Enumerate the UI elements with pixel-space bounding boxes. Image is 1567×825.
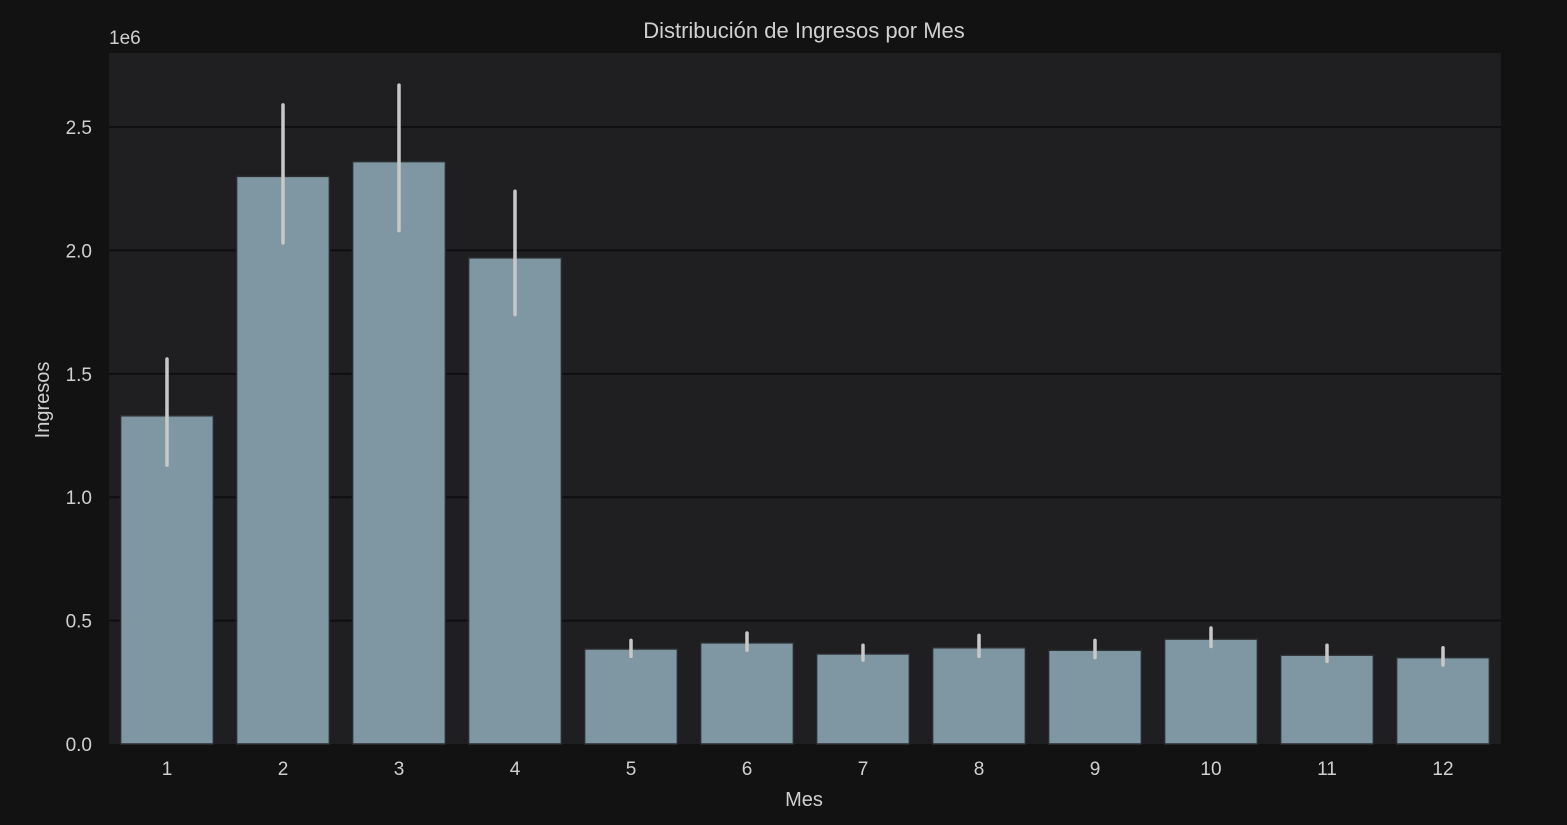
gridlines — [109, 126, 1501, 622]
bar-mes-9 — [1047, 649, 1143, 745]
x-tick-label: 9 — [1090, 759, 1101, 780]
x-tick-label: 12 — [1432, 759, 1453, 780]
bar-mes-12 — [1395, 656, 1491, 745]
y-tick-labels: 0.0 0.5 1.0 1.5 2.0 2.5 — [66, 118, 92, 756]
y-tick-label: 1.5 — [66, 365, 92, 386]
y-tick-label: 0.0 — [66, 735, 92, 756]
x-tick-label: 3 — [394, 759, 405, 780]
bar-mes-4 — [467, 257, 563, 745]
y-tick-label: 2.0 — [66, 241, 92, 262]
x-tick-label: 7 — [858, 759, 869, 780]
x-tick-labels: 1 2 3 4 5 6 7 8 9 10 11 12 — [162, 759, 1454, 780]
x-tick-label: 8 — [974, 759, 985, 780]
bar-mes-5 — [583, 648, 679, 745]
x-tick-label: 2 — [278, 759, 289, 780]
y-offset-label: 1e6 — [109, 28, 141, 49]
plot-area — [109, 53, 1501, 744]
bar-mes-7 — [815, 653, 911, 745]
x-tick-label: 6 — [742, 759, 753, 780]
y-tick-label: 2.5 — [66, 118, 92, 139]
bar-mes-2 — [235, 175, 331, 745]
x-tick-label: 4 — [510, 759, 521, 780]
error-bars — [165, 83, 1445, 667]
x-tick-label: 5 — [626, 759, 637, 780]
x-tick-label: 1 — [162, 759, 173, 780]
bar-mes-1 — [119, 415, 215, 745]
bar-mes-11 — [1279, 654, 1375, 745]
bar-mes-6 — [699, 642, 795, 745]
y-tick-label: 1.0 — [66, 488, 92, 509]
bar-mes-3 — [351, 160, 447, 745]
bars — [119, 160, 1491, 745]
y-tick-label: 0.5 — [66, 612, 92, 633]
y-axis-label: Ingresos — [32, 362, 54, 439]
x-tick-label: 10 — [1200, 759, 1221, 780]
x-tick-label: 11 — [1317, 759, 1337, 780]
x-axis-label: Mes — [785, 789, 823, 811]
chart-title: Distribución de Ingresos por Mes — [643, 18, 965, 43]
bar-mes-10 — [1163, 638, 1259, 745]
bar-mes-8 — [931, 647, 1027, 745]
